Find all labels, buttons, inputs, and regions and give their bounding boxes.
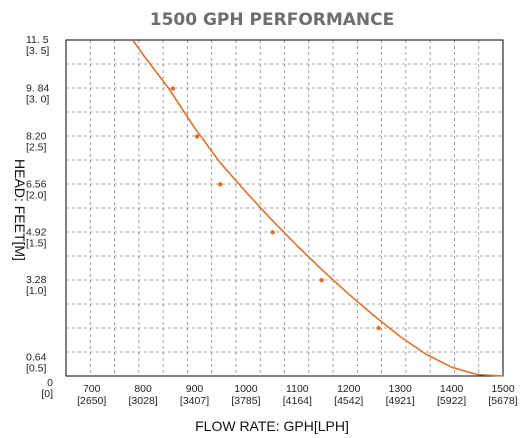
y-tick-labels: 0[0] 0.64[0.5] 3.28[1.0] 4.92[1.5] 6.56[2.0]…: [26, 34, 53, 400]
x-tick-label: 1100: [286, 383, 309, 395]
y-tick-sublabel: [1.0]: [26, 285, 47, 297]
x-tick-label: 1200: [337, 383, 361, 395]
grid: [66, 40, 503, 376]
y-tick-sublabel: [0.5]: [26, 362, 47, 374]
chart-title: 1500 GPH PERFORMANCE: [150, 10, 395, 30]
x-tick-sublabel: [3785]: [231, 395, 260, 407]
y-tick-sublabel: [2.5]: [26, 141, 47, 153]
y-tick-label: 3.28: [26, 274, 47, 286]
x-tick-label: 1300: [388, 383, 412, 395]
y-tick-sublabel: [1.5]: [26, 237, 47, 249]
y-tick-label: 0.64: [26, 351, 47, 363]
x-tick-sublabel: [2650]: [77, 395, 106, 407]
x-tick-label: 900: [186, 383, 204, 395]
x-tick-sublabel: [4921]: [386, 395, 415, 407]
x-tick-label: 1500: [491, 383, 515, 395]
y-tick-label: 8.20: [26, 130, 47, 142]
performance-curve-group: [132, 39, 504, 377]
x-axis-label: FLOW RATE: GPH[LPH]: [195, 418, 349, 434]
y-tick-label: 6.56: [26, 178, 47, 190]
y-tick-label: 4.92: [26, 226, 47, 238]
curve-marker: [218, 182, 223, 187]
y-tick-sublabel: [3. 0]: [26, 94, 49, 106]
y-tick-sublabel: [3. 5]: [26, 45, 49, 57]
x-tick-labels: 700[2650] 800[3028] 900[3407] 1000[3785] 110…: [77, 383, 518, 407]
curve-marker: [376, 325, 381, 331]
x-tick-label: 800: [134, 383, 152, 395]
curve-marker: [319, 277, 324, 283]
x-tick-sublabel: [3407]: [180, 395, 209, 407]
x-tick-label: 1400: [440, 383, 464, 395]
x-tick-sublabel: [5678]: [488, 395, 517, 407]
x-tick-sublabel: [4542]: [334, 395, 363, 407]
x-tick-sublabel: [5922]: [437, 395, 466, 407]
curve-marker: [270, 230, 275, 235]
curve-marker: [194, 134, 200, 139]
curve-marker: [170, 86, 176, 91]
plot-frame: [65, 39, 504, 377]
y-tick-label: 9. 84: [26, 83, 50, 95]
x-tick-label: 1000: [234, 383, 258, 395]
x-tick-sublabel: [4164]: [283, 395, 312, 407]
x-tick-label: 700: [83, 383, 101, 395]
y-tick-label: 0: [47, 377, 53, 389]
performance-curve: [132, 39, 504, 377]
y-tick-sublabel: [0]: [41, 388, 53, 400]
y-tick-sublabel: [2.0]: [26, 189, 47, 201]
y-axis-label: HEAD: FEET[M]: [12, 159, 28, 261]
y-tick-label: 11. 5: [26, 34, 49, 46]
x-tick-sublabel: [3028]: [129, 395, 158, 407]
